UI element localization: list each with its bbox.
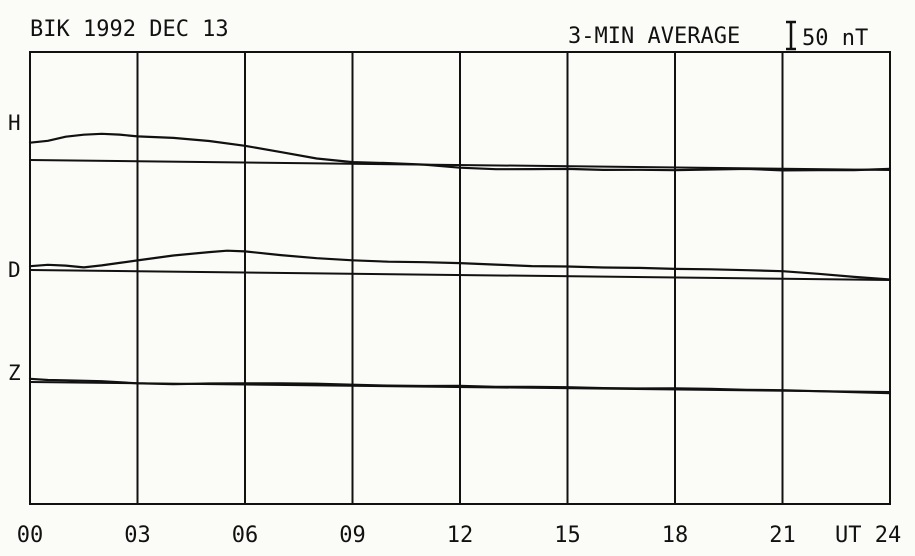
x-tick-label-4: 12 bbox=[447, 523, 474, 548]
x-tick-label-0: 00 bbox=[17, 523, 44, 548]
x-tick-label-3: 09 bbox=[339, 523, 366, 548]
baseline-d bbox=[29, 269, 891, 281]
x-tick-label-1: 03 bbox=[124, 523, 151, 548]
component-label-z: Z bbox=[8, 361, 21, 385]
x-tick-label-6: 18 bbox=[662, 523, 689, 548]
x-tick-label-7: 21 bbox=[769, 523, 796, 548]
scale-label: 50 nT bbox=[802, 26, 868, 51]
x-tick-label-5: 15 bbox=[554, 523, 581, 548]
trace-z bbox=[28, 377, 892, 395]
component-label-h: H bbox=[8, 111, 21, 135]
trace-h bbox=[28, 132, 892, 172]
x-tick-label-8: UT 24 bbox=[835, 523, 901, 548]
component-traces bbox=[28, 132, 892, 395]
chart-title: BIK 1992 DEC 13 bbox=[30, 17, 229, 42]
x-axis-tick-labels: 00 03 06 09 12 15 18 21 UT 24 bbox=[17, 523, 901, 548]
component-label-d: D bbox=[8, 258, 21, 282]
scale-bar bbox=[786, 20, 796, 51]
averaging-label: 3-MIN AVERAGE bbox=[568, 24, 740, 49]
trace-d bbox=[28, 249, 892, 281]
x-tick-label-2: 06 bbox=[232, 523, 259, 548]
component-labels: H D Z bbox=[8, 111, 21, 385]
